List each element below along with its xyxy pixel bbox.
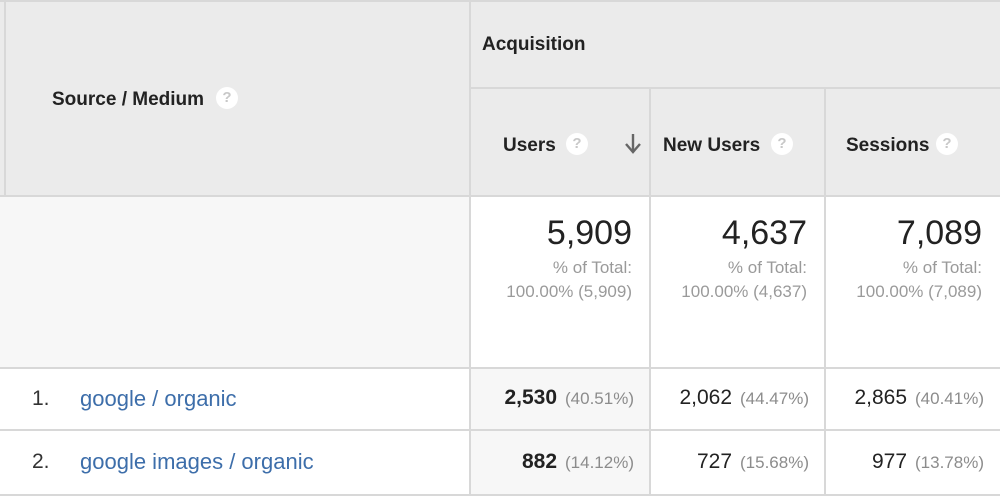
help-icon[interactable]: ? bbox=[566, 133, 588, 155]
new-users-total-cell: 4,637 % of Total: 100.00% (4,637) bbox=[650, 196, 825, 368]
sessions-pct: (13.78%) bbox=[915, 453, 984, 472]
sessions-value: 977 bbox=[872, 450, 907, 473]
new-users-total: 4,637 bbox=[722, 214, 807, 253]
new-users-value: 2,062 bbox=[679, 386, 732, 409]
new-users-cell: 2,062 (44.47%) bbox=[650, 368, 825, 430]
users-total-pct-label: % of Total: bbox=[553, 256, 632, 280]
sessions-total-pct-label: % of Total: bbox=[903, 256, 982, 280]
new-users-value: 727 bbox=[697, 450, 732, 473]
group-divider bbox=[470, 87, 1000, 89]
sessions-cell: 2,865 (40.41%) bbox=[825, 368, 1000, 430]
users-pct: (14.12%) bbox=[565, 453, 634, 472]
sessions-pct: (40.41%) bbox=[915, 389, 984, 408]
sessions-cell: 977 (13.78%) bbox=[825, 430, 1000, 496]
source-medium-link[interactable]: google images / organic bbox=[80, 449, 314, 475]
sessions-total: 7,089 bbox=[897, 214, 982, 253]
users-total-cell: 5,909 % of Total: 100.00% (5,909) bbox=[470, 196, 650, 368]
totals-label-cell bbox=[0, 196, 470, 368]
users-pct: (40.51%) bbox=[565, 389, 634, 408]
row-index: 2. bbox=[32, 450, 50, 474]
new-users-pct: (44.47%) bbox=[740, 389, 809, 408]
sessions-label[interactable]: Sessions bbox=[846, 135, 929, 157]
help-icon[interactable]: ? bbox=[936, 133, 958, 155]
row-index: 1. bbox=[32, 387, 50, 411]
group-label: Acquisition bbox=[482, 34, 585, 56]
new-users-cell: 727 (15.68%) bbox=[650, 430, 825, 496]
users-value: 882 bbox=[522, 450, 557, 473]
new-users-pct: (15.68%) bbox=[740, 453, 809, 472]
users-cell: 882 (14.12%) bbox=[470, 430, 650, 496]
help-icon[interactable]: ? bbox=[771, 133, 793, 155]
sort-descending-icon[interactable] bbox=[624, 132, 642, 156]
new-users-total-pct-label: % of Total: bbox=[728, 256, 807, 280]
sessions-value: 2,865 bbox=[854, 386, 907, 409]
sessions-total-pct: 100.00% (7,089) bbox=[856, 280, 982, 304]
table-border-left bbox=[4, 0, 6, 196]
new-users-total-pct: 100.00% (4,637) bbox=[681, 280, 807, 304]
dimension-label: Source / Medium bbox=[52, 89, 204, 111]
help-icon[interactable]: ? bbox=[216, 87, 238, 109]
users-value: 2,530 bbox=[504, 386, 557, 409]
source-medium-link[interactable]: google / organic bbox=[80, 386, 237, 412]
users-label[interactable]: Users bbox=[503, 135, 556, 157]
users-column-header[interactable] bbox=[470, 88, 650, 196]
new-users-label[interactable]: New Users bbox=[663, 135, 760, 157]
table-border-top bbox=[0, 0, 1000, 2]
users-total-pct: 100.00% (5,909) bbox=[506, 280, 632, 304]
users-total: 5,909 bbox=[547, 214, 632, 253]
users-cell: 2,530 (40.51%) bbox=[470, 368, 650, 430]
sessions-total-cell: 7,089 % of Total: 100.00% (7,089) bbox=[825, 196, 1000, 368]
